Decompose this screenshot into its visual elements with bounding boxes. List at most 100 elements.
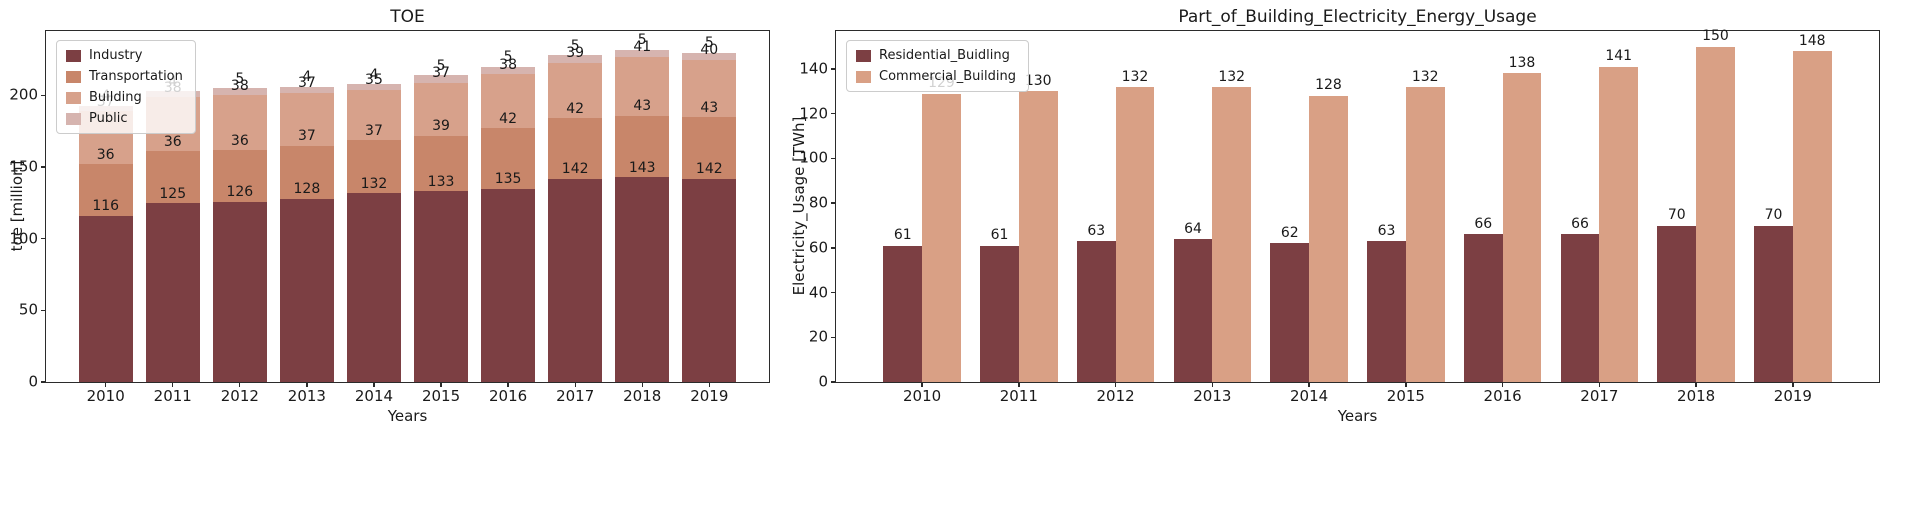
legend-item-transportation: Transportation [66, 69, 183, 84]
x-tick-label: 2018 [1677, 387, 1716, 405]
x-tick-label: 2018 [623, 387, 662, 405]
y-tick-label: 100 [799, 148, 828, 167]
bar-segment-industry [213, 201, 267, 382]
y-tick-mark [41, 94, 46, 97]
bar-value-label: 70 [1764, 207, 1783, 224]
bar-value-label: 64 [1184, 220, 1202, 237]
legend-swatch [66, 70, 81, 83]
bar-segment-industry [78, 215, 133, 382]
bar-segment-transportation [213, 149, 267, 202]
building-usage-chart-plot-area: 0 20 40 60 80 100 120 140 2010 2011 2012 2013 2014 20… [799, 28, 1880, 404]
bar-segment-transportation [414, 135, 468, 192]
x-tick-mark [1405, 382, 1407, 387]
bar-segment-industry [682, 178, 737, 382]
bar-segment-industry [280, 198, 334, 382]
y-tick-mark [831, 68, 836, 70]
bar-value-label: 42 [566, 101, 585, 118]
bar-segment-transportation [615, 115, 670, 178]
bar-residential-buidling [883, 245, 923, 382]
bar-residential-buidling [1173, 238, 1213, 382]
bar-segment-building [548, 62, 602, 119]
bar-commercial-building [1115, 86, 1155, 382]
x-tick-mark [1695, 382, 1697, 387]
x-tick-mark [172, 382, 174, 387]
bar-segment-public [548, 55, 602, 63]
bar-value-label: 62 [1280, 225, 1299, 241]
x-tick-mark [1598, 382, 1601, 387]
y-tick-label: 0 [818, 372, 828, 391]
bar-value-label: 5 [704, 35, 714, 52]
toe-chart-x-axis-label: Years [387, 407, 428, 425]
legend-label: Residential_Buidling [879, 48, 1010, 63]
bar-value-label: 36 [230, 132, 249, 149]
x-tick-mark [1211, 382, 1214, 387]
bar-value-label: 116 [92, 198, 120, 215]
x-tick-mark [708, 382, 710, 387]
bar-value-label: 35 [365, 72, 383, 89]
legend: Industry Transportation Building Public [56, 40, 196, 134]
bar-residential-buidling [1367, 241, 1406, 382]
bar-value-label: 39 [432, 118, 450, 135]
bar-value-label: 38 [230, 78, 249, 95]
bar-value-label: 135 [494, 171, 522, 188]
legend-swatch [856, 49, 871, 62]
bar-segment-industry [145, 202, 200, 382]
toe-chart-y-axis-label: toe [million] [8, 160, 26, 252]
bar-segment-public [414, 75, 468, 83]
y-tick-mark [831, 113, 836, 115]
bar-value-label: 132 [360, 175, 388, 192]
x-tick-label: 2012 [1096, 387, 1135, 405]
y-tick-mark [831, 336, 836, 338]
bar-commercial-building [1309, 95, 1348, 382]
y-tick-label: 20 [808, 327, 828, 346]
bar-value-label: 42 [499, 111, 518, 128]
bar-value-label: 141 [1605, 48, 1633, 65]
x-tick-mark [1308, 382, 1310, 387]
y-tick-mark [41, 381, 46, 383]
bar-value-label: 143 [628, 159, 656, 176]
x-tick-mark [574, 382, 576, 387]
bar-value-label: 138 [1508, 55, 1536, 72]
bar-segment-transportation [347, 139, 401, 193]
bar-value-label: 39 [566, 45, 585, 62]
x-tick-mark [105, 382, 107, 387]
bar-value-label: 36 [163, 133, 182, 150]
x-tick-label: 2014 [1290, 387, 1329, 405]
bar-value-label: 132 [1411, 68, 1439, 85]
legend-item-industry: Industry [66, 48, 183, 63]
legend-swatch [66, 112, 81, 125]
x-tick-label: 2019 [690, 387, 729, 405]
bar-segment-transportation [481, 128, 535, 189]
bar-value-label: 37 [365, 122, 383, 139]
x-tick-label: 2016 [489, 387, 528, 405]
bar-value-label: 66 [1571, 216, 1589, 233]
y-tick-mark [41, 309, 46, 311]
bar-residential-buidling [1657, 225, 1697, 382]
bar-value-label: 5 [637, 32, 647, 49]
x-tick-mark [507, 382, 509, 387]
bar-commercial-building [922, 93, 961, 382]
y-tick-mark [831, 247, 836, 249]
x-tick-label: 2015 [421, 387, 461, 405]
bar-segment-transportation [78, 164, 133, 216]
bar-segment-building [213, 95, 267, 150]
bar-segment-building [347, 89, 401, 140]
y-tick-label: 200 [9, 85, 38, 104]
bar-segment-transportation [548, 118, 602, 179]
x-tick-mark [1114, 382, 1117, 387]
bar-value-label: 5 [235, 70, 245, 87]
bar-value-label: 66 [1474, 216, 1493, 233]
building-usage-chart-x-axis-label: Years [1337, 407, 1378, 425]
y-tick-mark [831, 157, 836, 160]
bar-commercial-building [1599, 66, 1639, 382]
bar-residential-buidling [1560, 234, 1600, 382]
x-tick-label: 2011 [153, 387, 192, 405]
bar-segment-transportation [145, 151, 200, 203]
y-tick-mark [41, 238, 46, 240]
bar-segment-industry [548, 178, 602, 382]
bar-residential-buidling [980, 245, 1019, 382]
bar-value-label: 148 [1798, 32, 1826, 49]
legend: Residential_Buidling Commercial_Building [846, 40, 1029, 92]
bar-segment-building [414, 82, 468, 136]
bar-value-label: 4 [369, 66, 379, 83]
